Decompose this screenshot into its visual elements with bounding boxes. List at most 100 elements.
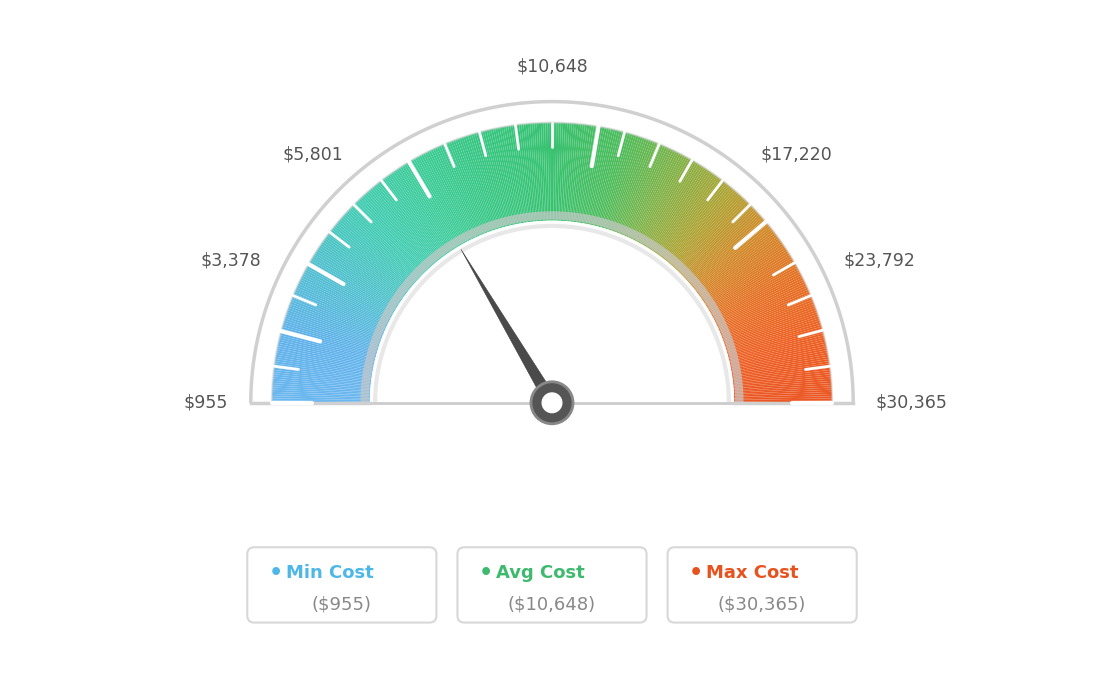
Wedge shape xyxy=(647,164,700,248)
Wedge shape xyxy=(669,188,734,264)
Wedge shape xyxy=(720,295,811,335)
Wedge shape xyxy=(413,158,463,244)
Wedge shape xyxy=(688,216,762,282)
Wedge shape xyxy=(650,168,705,250)
Text: $5,801: $5,801 xyxy=(283,146,343,164)
Text: •: • xyxy=(478,562,492,582)
Wedge shape xyxy=(274,370,371,383)
Wedge shape xyxy=(692,224,769,288)
Text: $3,378: $3,378 xyxy=(200,252,261,270)
Wedge shape xyxy=(724,310,817,344)
Wedge shape xyxy=(301,275,390,322)
Wedge shape xyxy=(721,297,813,336)
Wedge shape xyxy=(581,126,598,223)
Wedge shape xyxy=(687,214,761,282)
Wedge shape xyxy=(469,135,500,228)
Wedge shape xyxy=(318,247,401,303)
Wedge shape xyxy=(671,191,737,266)
Wedge shape xyxy=(385,176,445,256)
Wedge shape xyxy=(370,188,435,264)
Text: $17,220: $17,220 xyxy=(761,146,832,164)
Wedge shape xyxy=(665,183,728,261)
Wedge shape xyxy=(679,201,749,273)
Wedge shape xyxy=(592,129,615,226)
Wedge shape xyxy=(641,158,691,244)
Wedge shape xyxy=(302,274,391,320)
Wedge shape xyxy=(732,359,829,376)
Wedge shape xyxy=(603,134,633,228)
Wedge shape xyxy=(635,153,681,242)
Wedge shape xyxy=(558,123,563,221)
Wedge shape xyxy=(682,208,755,277)
Wedge shape xyxy=(294,291,385,332)
Wedge shape xyxy=(614,139,649,232)
Wedge shape xyxy=(620,143,659,235)
Wedge shape xyxy=(449,141,486,233)
Wedge shape xyxy=(649,166,704,250)
Wedge shape xyxy=(277,344,374,366)
Wedge shape xyxy=(308,264,394,314)
Wedge shape xyxy=(726,322,821,352)
Wedge shape xyxy=(427,151,471,240)
Wedge shape xyxy=(639,157,689,244)
Wedge shape xyxy=(622,144,661,235)
Wedge shape xyxy=(670,190,735,265)
Wedge shape xyxy=(543,123,548,221)
Wedge shape xyxy=(718,288,808,329)
Wedge shape xyxy=(496,128,517,224)
Wedge shape xyxy=(664,181,725,259)
Wedge shape xyxy=(716,284,806,326)
Wedge shape xyxy=(733,370,830,383)
Wedge shape xyxy=(731,346,827,367)
Wedge shape xyxy=(295,290,385,331)
Wedge shape xyxy=(405,163,458,248)
Wedge shape xyxy=(734,394,832,399)
Wedge shape xyxy=(733,372,830,384)
Wedge shape xyxy=(273,381,371,390)
Wedge shape xyxy=(662,180,724,259)
Wedge shape xyxy=(643,159,692,246)
Wedge shape xyxy=(311,258,396,310)
Wedge shape xyxy=(675,195,742,269)
Wedge shape xyxy=(724,312,818,345)
Wedge shape xyxy=(571,124,583,221)
Wedge shape xyxy=(588,128,611,225)
Wedge shape xyxy=(325,238,405,297)
Wedge shape xyxy=(723,308,816,342)
Wedge shape xyxy=(595,130,619,226)
Wedge shape xyxy=(417,156,466,243)
Wedge shape xyxy=(699,238,779,297)
Wedge shape xyxy=(691,222,768,287)
Wedge shape xyxy=(683,209,756,278)
Wedge shape xyxy=(709,260,794,311)
Wedge shape xyxy=(539,123,545,221)
Wedge shape xyxy=(732,364,830,379)
Wedge shape xyxy=(716,282,806,325)
Wedge shape xyxy=(354,203,424,274)
Wedge shape xyxy=(563,123,572,221)
Wedge shape xyxy=(562,123,570,221)
Wedge shape xyxy=(288,308,381,342)
Wedge shape xyxy=(576,125,592,222)
Text: •: • xyxy=(689,562,703,582)
Wedge shape xyxy=(464,137,496,230)
Wedge shape xyxy=(278,339,374,363)
Wedge shape xyxy=(680,203,750,274)
Wedge shape xyxy=(293,295,384,335)
Wedge shape xyxy=(597,131,624,227)
Wedge shape xyxy=(730,344,827,366)
Wedge shape xyxy=(722,302,814,338)
Wedge shape xyxy=(326,236,405,296)
Wedge shape xyxy=(307,266,393,315)
Wedge shape xyxy=(690,221,766,286)
Wedge shape xyxy=(734,387,832,394)
Wedge shape xyxy=(710,262,795,313)
Wedge shape xyxy=(317,249,400,304)
FancyBboxPatch shape xyxy=(247,547,436,622)
Wedge shape xyxy=(733,366,830,380)
Wedge shape xyxy=(548,123,551,221)
Wedge shape xyxy=(552,123,554,221)
Wedge shape xyxy=(521,124,533,221)
Wedge shape xyxy=(629,149,673,239)
Wedge shape xyxy=(474,133,502,228)
